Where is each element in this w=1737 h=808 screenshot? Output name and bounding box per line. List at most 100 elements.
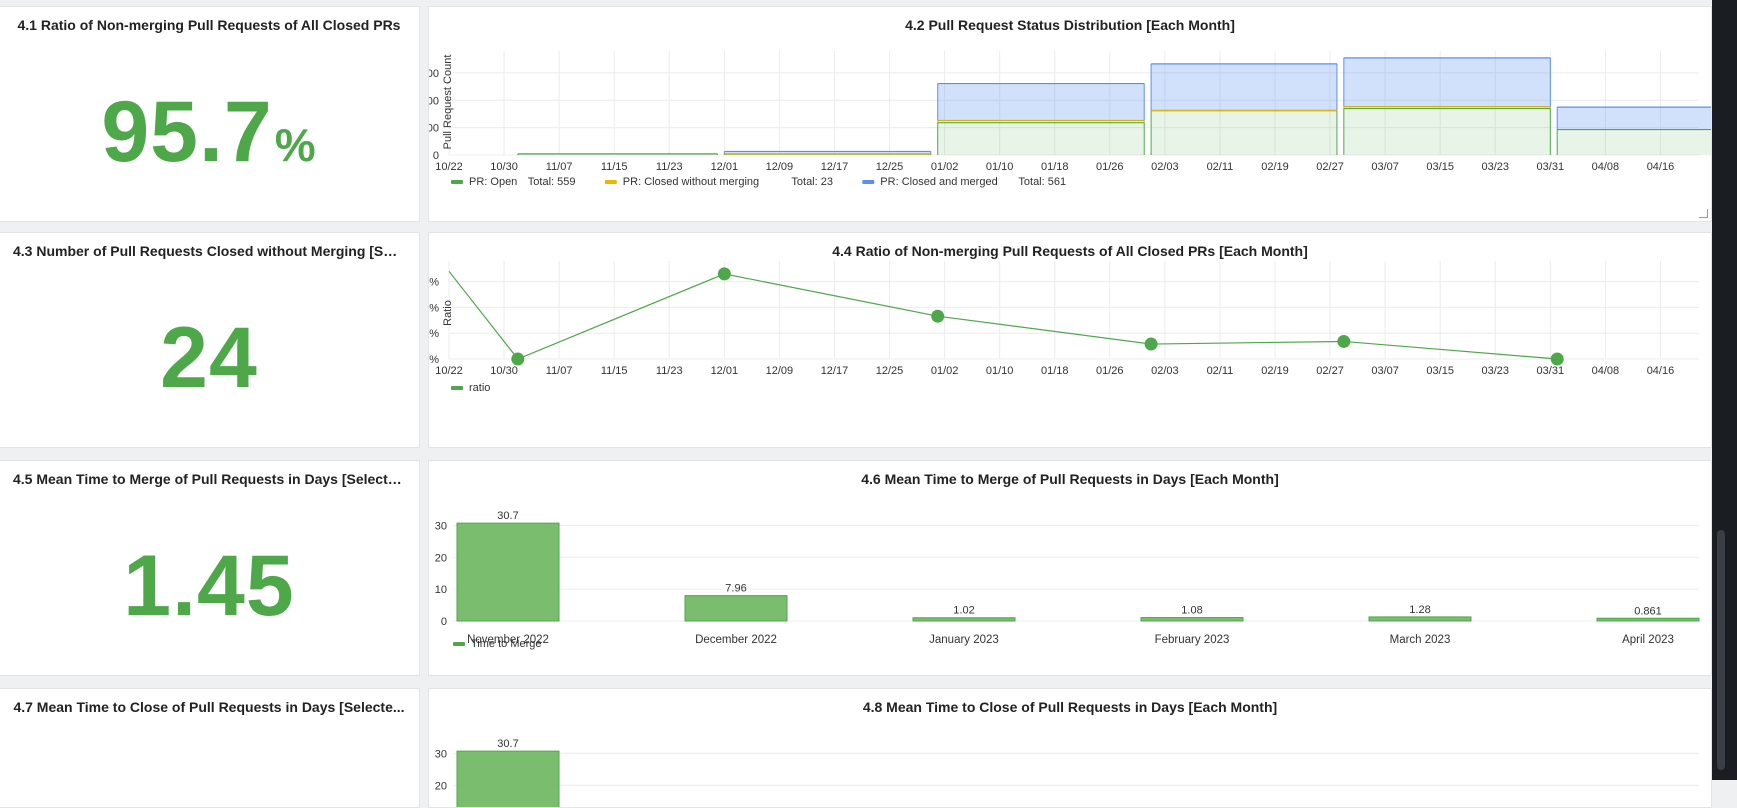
- x-tick-label: 10/30: [490, 161, 518, 173]
- bar: [913, 618, 1015, 621]
- page-scrollbar[interactable]: [1712, 0, 1737, 780]
- y-tick-label: 30: [435, 520, 447, 532]
- x-tick-label: 01/02: [931, 365, 959, 377]
- x-tick-label: 12/01: [711, 161, 739, 173]
- x-tick-label: 11/15: [601, 161, 628, 173]
- x-tick-label: 12/01: [711, 365, 739, 377]
- bar-data-label: 0.861: [1634, 605, 1662, 617]
- legend-swatch: [862, 180, 874, 184]
- data-point: [511, 353, 524, 366]
- legend-label: Time to Merge: [471, 638, 542, 650]
- x-tick-label: 10/30: [490, 365, 518, 377]
- y-tick-label: 20: [435, 780, 447, 792]
- area-segment-pr-closed-and-merged: [1151, 64, 1337, 111]
- y-tick-label: 30: [435, 748, 447, 760]
- x-tick-label: 04/16: [1647, 365, 1675, 377]
- y-tick-label: 300: [429, 68, 439, 80]
- x-tick-label: 02/03: [1151, 161, 1179, 173]
- stat-value: 24: [0, 309, 419, 408]
- panel-title: 4.7 Mean Time to Close of Pull Requests …: [0, 699, 419, 715]
- x-tick-label: 02/27: [1316, 365, 1344, 377]
- data-point: [1145, 338, 1158, 351]
- x-tick-label: 12/17: [821, 161, 849, 173]
- y-tick-label: 0: [433, 150, 439, 162]
- area-segment-pr-open: [1151, 111, 1337, 155]
- x-tick-label: 10/22: [435, 161, 463, 173]
- bar: [1141, 618, 1243, 621]
- legend-swatch: [453, 642, 465, 646]
- x-tick-label: 01/10: [986, 161, 1014, 173]
- x-tick-label: 01/18: [1041, 161, 1069, 173]
- y-tick-label: 20: [435, 552, 447, 564]
- y-tick-label: 0: [441, 616, 447, 628]
- area-segment-pr-open: [938, 123, 1144, 155]
- x-tick-label: 11/07: [546, 365, 573, 377]
- legend-label: PR: Closed and merged: [880, 176, 997, 188]
- y-tick-label: 10: [435, 584, 447, 596]
- stat-panel-mean-time-to-close: 4.7 Mean Time to Close of Pull Requests …: [0, 688, 420, 808]
- x-category-label: January 2023: [929, 634, 999, 646]
- stat-number: 95.7: [101, 84, 272, 180]
- x-tick-label: 03/15: [1426, 161, 1454, 173]
- x-tick-label: 11/15: [601, 365, 628, 377]
- x-category-label: April 2023: [1622, 634, 1674, 646]
- y-axis-label: Ratio: [442, 300, 454, 326]
- x-tick-label: 02/11: [1207, 365, 1234, 377]
- legend-total: Total: 23: [791, 176, 833, 188]
- legend-label: PR: Closed without merging: [623, 176, 759, 188]
- bar-data-label: 7.96: [725, 583, 746, 595]
- legend-total: Total: 559: [528, 176, 576, 188]
- area-segment-pr-open: [1557, 130, 1712, 155]
- x-tick-label: 03/23: [1481, 161, 1509, 173]
- bar-data-label: 30.7: [497, 738, 518, 750]
- legend-total: Total: 561: [1018, 176, 1066, 188]
- x-tick-label: 03/31: [1537, 365, 1565, 377]
- x-tick-label: 02/03: [1151, 365, 1179, 377]
- bar: [1597, 618, 1699, 621]
- stat-unit: %: [275, 119, 317, 171]
- x-tick-label: 04/16: [1647, 161, 1675, 173]
- y-tick-label: 15%: [429, 277, 439, 289]
- legend-swatch: [605, 180, 617, 184]
- legend-swatch: [451, 386, 463, 390]
- x-tick-label: 03/15: [1426, 365, 1454, 377]
- data-point: [1551, 353, 1564, 366]
- chart-panel-mean-time-to-merge-monthly: 4.6 Mean Time to Merge of Pull Requests …: [428, 460, 1712, 676]
- x-tick-label: 10/22: [435, 365, 463, 377]
- area-segment-pr-closed-and-merged: [1344, 58, 1550, 107]
- bar-data-label: 30.7: [497, 510, 518, 522]
- x-tick-label: 11/07: [546, 161, 573, 173]
- scrollbar-thumb[interactable]: [1717, 530, 1725, 770]
- x-tick-label: 02/27: [1316, 161, 1344, 173]
- area-segment-pr-closed-and-merged: [1557, 107, 1712, 129]
- x-tick-label: 11/23: [656, 161, 683, 173]
- x-tick-label: 02/11: [1207, 161, 1234, 173]
- stat-panel-closed-without-merging: 4.3 Number of Pull Requests Closed witho…: [0, 232, 420, 448]
- legend-swatch: [451, 180, 463, 184]
- x-category-label: March 2023: [1390, 634, 1451, 646]
- x-tick-label: 12/09: [766, 161, 794, 173]
- x-tick-label: 01/26: [1096, 365, 1124, 377]
- y-tick-label: 10%: [429, 302, 439, 314]
- x-tick-label: 01/26: [1096, 161, 1124, 173]
- bar-data-label: 1.28: [1409, 604, 1430, 616]
- x-tick-label: 12/09: [766, 365, 794, 377]
- bar: [1369, 617, 1471, 621]
- chart-panel-mean-time-to-close-monthly: 4.8 Mean Time to Close of Pull Requests …: [428, 688, 1712, 808]
- stat-panel-mean-time-to-merge: 4.5 Mean Time to Merge of Pull Requests …: [0, 460, 420, 676]
- x-tick-label: 01/18: [1041, 365, 1069, 377]
- x-tick-label: 12/17: [821, 365, 849, 377]
- x-tick-label: 03/31: [1537, 161, 1565, 173]
- x-tick-label: 11/23: [656, 365, 683, 377]
- x-tick-label: 03/23: [1481, 365, 1509, 377]
- resize-handle[interactable]: [1699, 209, 1708, 218]
- bar: [457, 523, 559, 621]
- x-tick-label: 02/19: [1261, 161, 1289, 173]
- data-point: [931, 310, 944, 323]
- y-tick-label: 0%: [429, 354, 439, 366]
- time-to-close-bar-chart: 20 30 30.7: [429, 689, 1712, 808]
- chart-panel-pr-status-distribution: 4.2 Pull Request Status Distribution [Ea…: [428, 6, 1712, 222]
- stat-panel-non-merging-ratio: 4.1 Ratio of Non-merging Pull Requests o…: [0, 6, 420, 222]
- pr-status-chart: 10/22 10/30 11/07 11/15 11/23 12/01 12/09 12/17…: [429, 7, 1712, 222]
- x-tick-label: 04/08: [1592, 161, 1620, 173]
